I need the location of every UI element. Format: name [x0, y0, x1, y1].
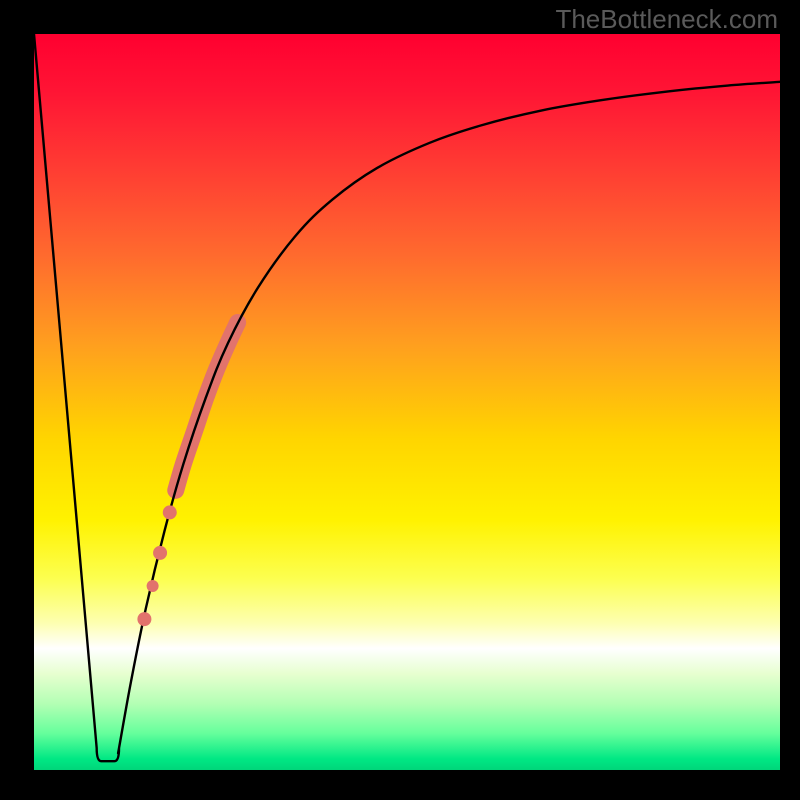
marker-dot [153, 546, 167, 560]
border-right [780, 0, 800, 800]
curve-layer [34, 34, 780, 770]
marker-dot [147, 580, 159, 592]
marker-dot [137, 612, 151, 626]
chart-frame: TheBottleneck.com [0, 0, 800, 800]
border-left [0, 0, 34, 800]
bottleneck-curve [34, 34, 780, 761]
border-bottom [0, 770, 800, 800]
thick-marker-segment [176, 323, 238, 491]
plot-area [34, 34, 780, 770]
marker-dots [137, 505, 176, 626]
marker-dot [163, 505, 177, 519]
watermark-text: TheBottleneck.com [555, 4, 778, 35]
